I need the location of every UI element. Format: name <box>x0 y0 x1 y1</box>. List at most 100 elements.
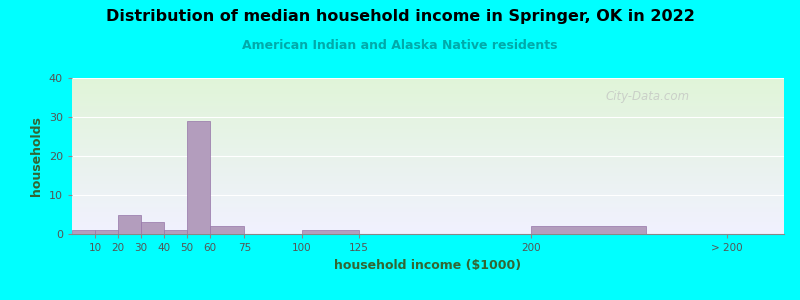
Bar <box>72 145 784 147</box>
Bar <box>72 162 784 164</box>
Bar <box>72 208 784 209</box>
Bar <box>118 214 141 234</box>
Bar <box>72 214 784 215</box>
Bar <box>72 154 784 156</box>
Bar <box>72 161 784 162</box>
Bar <box>164 230 187 234</box>
Bar <box>72 182 784 184</box>
Bar <box>72 81 784 83</box>
Bar <box>531 226 646 234</box>
Bar <box>72 230 95 234</box>
Bar <box>72 131 784 133</box>
Bar <box>72 204 784 206</box>
Bar <box>72 184 784 186</box>
Bar <box>72 215 784 217</box>
Bar <box>72 139 784 140</box>
Bar <box>72 211 784 212</box>
Bar <box>72 178 784 179</box>
Bar <box>72 109 784 111</box>
Bar <box>72 86 784 87</box>
Bar <box>72 194 784 195</box>
Bar <box>72 116 784 117</box>
Bar <box>72 91 784 92</box>
Bar <box>72 206 784 208</box>
X-axis label: household income ($1000): household income ($1000) <box>334 259 522 272</box>
Bar <box>72 104 784 106</box>
Bar <box>72 217 784 218</box>
Bar <box>72 134 784 136</box>
Bar <box>72 142 784 143</box>
Bar <box>72 223 784 225</box>
Bar <box>72 78 784 80</box>
Bar <box>72 114 784 116</box>
Bar <box>72 122 784 123</box>
Bar <box>72 94 784 95</box>
Bar <box>72 106 784 108</box>
Bar <box>72 151 784 153</box>
Bar <box>72 169 784 170</box>
Bar <box>72 220 784 221</box>
Bar <box>72 137 784 139</box>
Bar <box>72 192 784 194</box>
Bar <box>72 89 784 91</box>
Bar <box>72 229 784 231</box>
Bar <box>210 226 244 234</box>
Bar <box>72 200 784 201</box>
Bar <box>72 218 784 220</box>
Bar <box>72 164 784 165</box>
Bar <box>72 173 784 175</box>
Bar <box>72 100 784 101</box>
Bar <box>72 167 784 169</box>
Bar <box>72 226 784 228</box>
Y-axis label: households: households <box>30 116 43 196</box>
Bar <box>72 232 784 234</box>
Bar <box>72 153 784 154</box>
Text: City-Data.com: City-Data.com <box>606 91 690 103</box>
Bar <box>72 179 784 181</box>
Bar <box>72 209 784 211</box>
Bar <box>72 201 784 203</box>
Bar <box>72 111 784 112</box>
Bar <box>72 156 784 158</box>
Bar <box>72 103 784 104</box>
Bar <box>72 130 784 131</box>
Bar <box>72 123 784 125</box>
Bar <box>72 136 784 137</box>
Bar <box>72 170 784 172</box>
Bar <box>72 108 784 109</box>
Bar <box>72 97 784 98</box>
Bar <box>72 143 784 145</box>
Bar <box>72 172 784 173</box>
Bar <box>72 83 784 84</box>
Text: American Indian and Alaska Native residents: American Indian and Alaska Native reside… <box>242 39 558 52</box>
Bar <box>72 228 784 229</box>
Bar <box>72 198 784 200</box>
Bar <box>72 221 784 223</box>
Bar <box>72 165 784 167</box>
Bar <box>72 98 784 100</box>
Bar <box>72 190 784 192</box>
Bar <box>72 148 784 150</box>
Bar <box>72 196 784 198</box>
Bar <box>72 140 784 142</box>
Bar <box>72 120 784 122</box>
Bar <box>72 195 784 196</box>
Bar <box>72 112 784 114</box>
Bar <box>72 126 784 128</box>
Bar <box>72 181 784 182</box>
Bar <box>72 128 784 130</box>
Bar <box>72 186 784 187</box>
Bar <box>141 222 164 234</box>
Bar <box>72 125 784 126</box>
Bar <box>302 230 359 234</box>
Bar <box>72 176 784 178</box>
Bar <box>72 95 784 97</box>
Bar <box>72 80 784 81</box>
Bar <box>72 189 784 190</box>
Bar <box>187 121 210 234</box>
Bar <box>72 147 784 148</box>
Bar <box>72 212 784 214</box>
Bar <box>72 101 784 103</box>
Bar <box>72 187 784 189</box>
Bar <box>72 133 784 134</box>
